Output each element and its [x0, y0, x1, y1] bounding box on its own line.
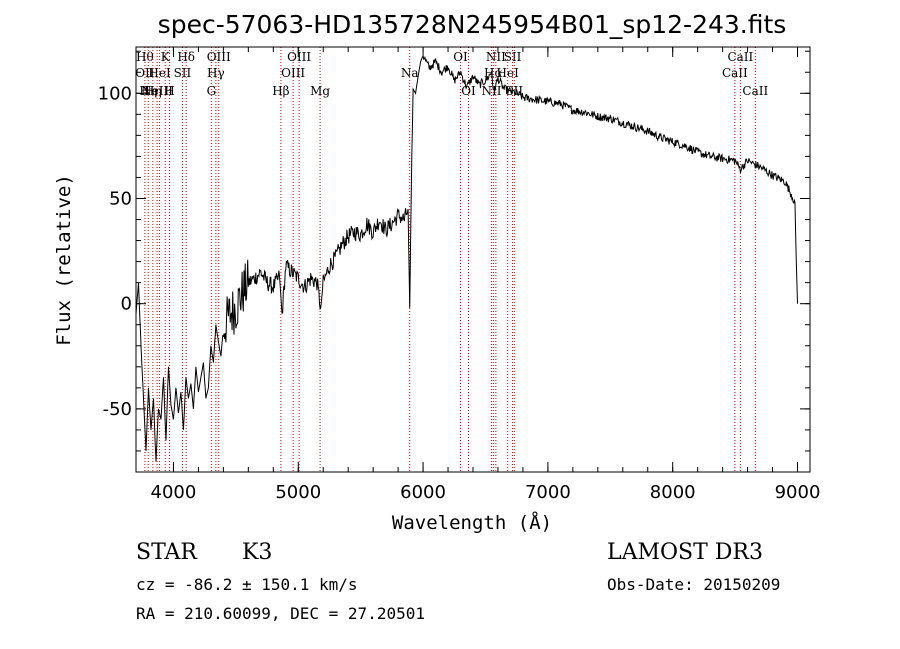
obs-date: Obs-Date: 20150209 [607, 575, 781, 594]
x-tick-label: 6000 [400, 482, 446, 503]
line-label: OIII [287, 50, 311, 64]
y-tick-label: 100 [98, 83, 132, 104]
line-label: SII [174, 66, 192, 80]
line-label: OIII [207, 50, 231, 64]
line-label: HeI [148, 66, 171, 80]
spectrum-line [135, 54, 798, 462]
line-label: Na [401, 66, 419, 80]
x-tick-label: 8000 [650, 482, 696, 503]
survey-name: LAMOST DR3 [607, 540, 763, 565]
line-label: HeI [497, 66, 520, 80]
y-axis-label: Flux (relative) [53, 174, 75, 346]
series-layer [135, 54, 798, 462]
line-label: K [161, 50, 171, 64]
line-label: CaII [722, 66, 748, 80]
line-label: CaII [727, 50, 753, 64]
x-tick-label: 5000 [275, 482, 321, 503]
line-label: OI [461, 84, 476, 98]
x-tick-label: 9000 [775, 482, 821, 503]
plot-frame [135, 46, 811, 473]
line-label: Mg [310, 84, 330, 98]
y-tick-label: 0 [121, 294, 132, 315]
x-tick-label: 4000 [151, 482, 197, 503]
chart-title: spec-57063-HD135728N245954B01_sp12-243.f… [158, 10, 787, 39]
line-label: NeIII [141, 84, 173, 98]
y-tick-label: -50 [103, 399, 132, 420]
spectral-line-markers: HθOIIHηHηNeIIIHeIKHSIIHδGHγOIIIHβOIIIOII… [135, 47, 768, 472]
line-label: Hγ [207, 66, 225, 80]
line-label: NII [481, 84, 501, 98]
line-label: Hη [139, 84, 157, 98]
line-label: H [164, 84, 174, 98]
object-subclass: K3 [242, 540, 273, 565]
line-label: OIII [281, 66, 305, 80]
line-label: Hβ [272, 84, 289, 98]
line-label: Hη [144, 84, 162, 98]
line-label: G [207, 84, 217, 98]
line-label: Hδ [177, 50, 195, 64]
line-label: SII [504, 50, 522, 64]
x-axis-label: Wavelength (Å) [392, 511, 552, 534]
line-label: OII [135, 66, 155, 80]
object-class: STAR [136, 540, 197, 565]
y-tick-label: 50 [109, 188, 132, 209]
line-label: NII [486, 50, 506, 64]
velocity-readout: cz = -86.2 ± 150.1 km/s [136, 575, 358, 594]
line-label: CaII [742, 84, 768, 98]
line-label: Hθ [136, 50, 154, 64]
axis-ticks: 4000 5000 6000 7000 8000 9000 -50 0 50 100 [98, 47, 821, 503]
x-tick-label: 7000 [525, 482, 571, 503]
line-label: OI [453, 50, 468, 64]
coordinates-readout: RA = 210.60099, DEC = 27.20501 [136, 604, 425, 623]
